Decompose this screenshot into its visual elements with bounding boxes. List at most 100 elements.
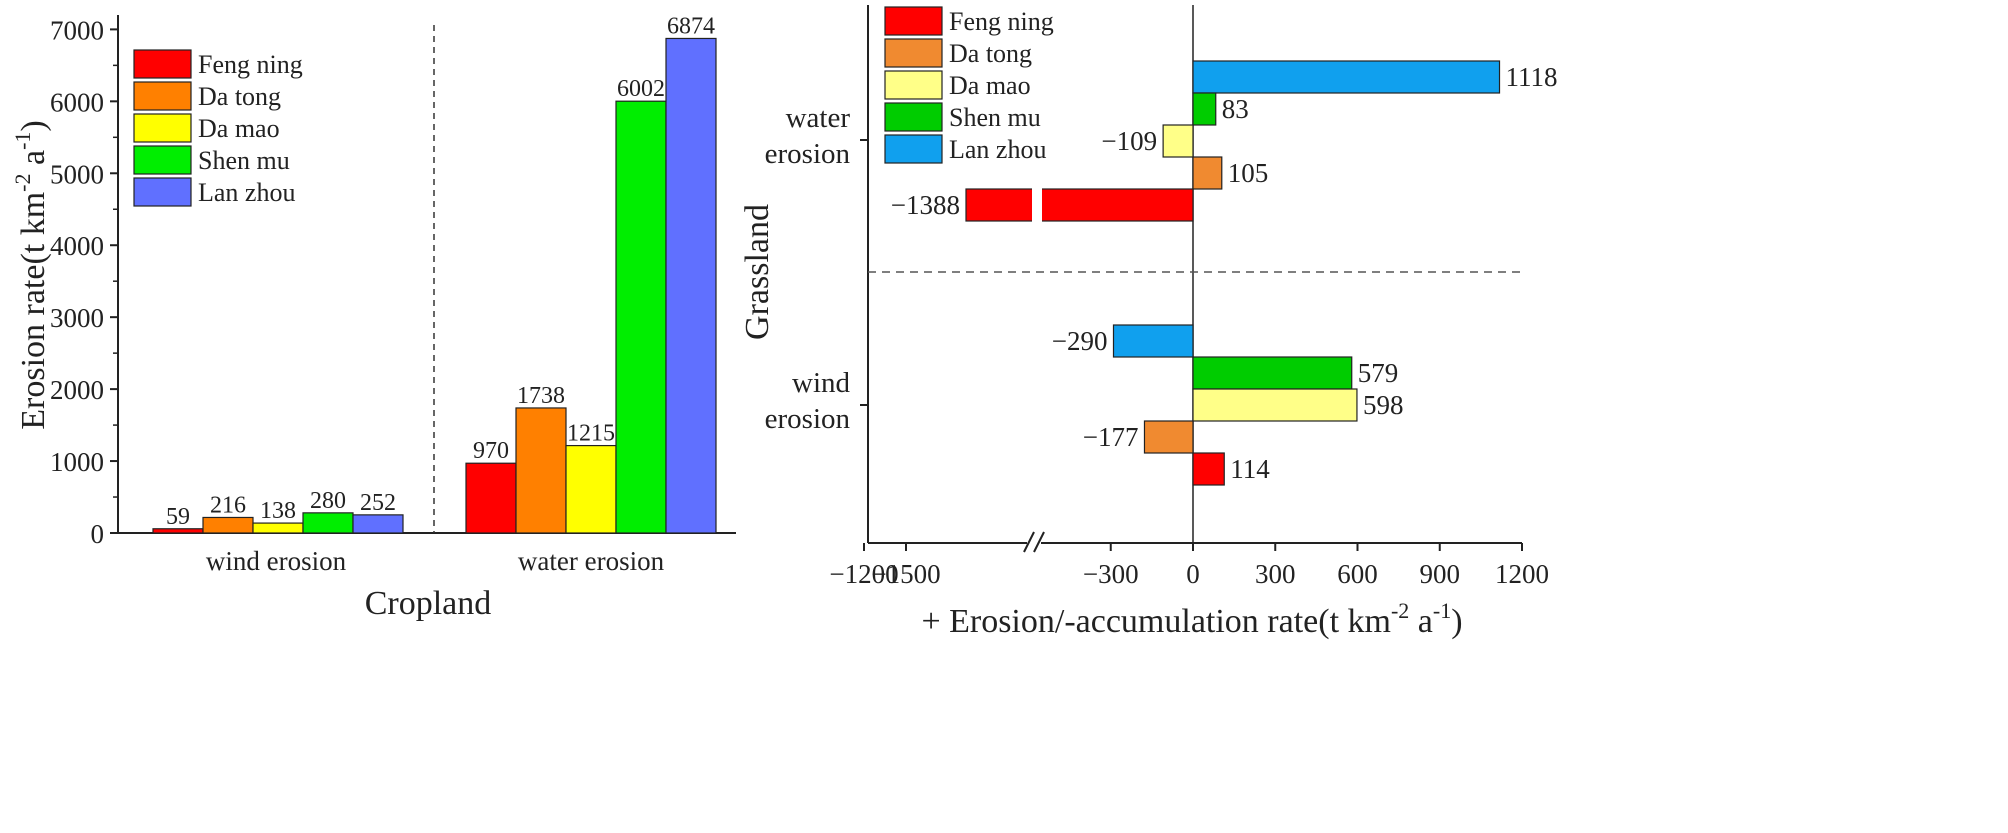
right-bar-label: 579 — [1358, 358, 1399, 388]
right-bars: 1118 −290 83 579 −109 598 105 −177 −1388 114 — [891, 60, 1558, 486]
right-y-axis-title: Grassland — [739, 204, 776, 340]
left-x-ticks: wind erosion water erosion — [206, 546, 665, 576]
right-category-label: water — [786, 102, 851, 134]
left-bar-label: 59 — [166, 504, 190, 530]
right-category-labels: water erosion wind erosion — [765, 102, 868, 435]
left-bar — [252, 522, 304, 534]
left-bar-label: 252 — [360, 490, 396, 516]
left-bar — [515, 407, 567, 534]
right-bar-label: 105 — [1228, 158, 1269, 188]
left-ylabel-mid: a — [15, 150, 52, 174]
right-bar — [1192, 388, 1358, 422]
right-legend-label: Da mao — [949, 71, 1031, 100]
cropland-chart: 0 1000 2000 3000 4000 5000 6000 7000 59 970 216 17… — [10, 13, 736, 622]
right-bar-break-gap — [1032, 188, 1042, 222]
left-y-tick-label: 0 — [91, 519, 105, 549]
right-legend-swatch — [884, 102, 943, 132]
axis-break-mark — [1023, 531, 1045, 553]
left-x-axis-title: Cropland — [365, 585, 492, 622]
left-bar — [565, 444, 617, 534]
left-y-tick-label: 1000 — [50, 447, 104, 477]
left-bar-label: 6874 — [667, 13, 715, 39]
right-xlabel-end: ) — [1451, 603, 1462, 640]
left-ylabel-sup2: -1 — [10, 132, 35, 150]
left-legend-swatch — [133, 113, 192, 143]
left-legend-label: Da mao — [198, 114, 280, 143]
right-category-label: wind — [792, 367, 851, 399]
left-bar — [352, 514, 404, 534]
right-xlabel-main: + Erosion/-accumulation rate(t km — [921, 603, 1391, 640]
left-legend-label: Lan zhou — [198, 178, 295, 207]
left-legend-swatch — [133, 177, 192, 207]
left-y-tick-label: 7000 — [50, 15, 104, 45]
right-bar-label: 114 — [1230, 454, 1270, 484]
left-legend-swatch — [133, 145, 192, 175]
left-y-ticks: 0 1000 2000 3000 4000 5000 6000 7000 — [50, 15, 118, 549]
right-legend-label: Shen mu — [949, 103, 1041, 132]
left-y-tick-label: 4000 — [50, 231, 104, 261]
right-legend-label: Da tong — [949, 39, 1032, 68]
left-ylabel-main: Erosion rate(t km — [15, 192, 52, 430]
left-bar-label: 6002 — [617, 76, 665, 102]
left-y-tick-label: 6000 — [50, 87, 104, 117]
left-y-tick-label: 3000 — [50, 303, 104, 333]
left-y-tick-label: 2000 — [50, 375, 104, 405]
grassland-chart: 1118 −290 83 579 −109 598 105 −177 −1388 114 −150… — [739, 5, 1558, 640]
right-legend-label: Feng ning — [949, 7, 1054, 36]
left-y-axis-title: Erosion rate(t km-2 a-1) — [10, 120, 52, 430]
right-category-label: erosion — [765, 403, 851, 435]
right-bar-label: −1388 — [891, 190, 960, 220]
left-ylabel-sup1: -2 — [10, 173, 35, 191]
left-bar-label: 1738 — [517, 383, 565, 409]
right-legend-swatch — [884, 38, 943, 68]
left-legend-label: Da tong — [198, 82, 281, 111]
left-y-tick-label: 5000 — [50, 159, 104, 189]
right-x-tick-label: 0 — [1186, 559, 1200, 589]
right-x-tick-label: 900 — [1420, 559, 1461, 589]
right-bar — [1192, 452, 1225, 486]
right-category-label: erosion — [765, 138, 851, 170]
right-xlabel-sup2: -1 — [1433, 598, 1451, 623]
left-bar-label: 138 — [260, 498, 296, 524]
right-legend-label: Lan zhou — [949, 135, 1046, 164]
left-category-label: water erosion — [518, 546, 665, 576]
right-legend-swatch — [884, 134, 943, 164]
right-xlabel-sup1: -2 — [1391, 598, 1409, 623]
left-bars: 59 970 216 1738 138 1215 280 6002 252 6874 — [152, 13, 717, 534]
right-bar — [1112, 324, 1194, 358]
left-legend-label: Feng ning — [198, 50, 303, 79]
right-bar — [1162, 124, 1194, 158]
right-bar — [965, 188, 1194, 222]
right-bar-label: −177 — [1083, 422, 1139, 452]
right-x-tick-label: −300 — [1083, 559, 1139, 589]
left-bar-label: 1215 — [567, 421, 615, 447]
left-legend-label: Shen mu — [198, 146, 290, 175]
left-legend: Feng ning Da tong Da mao Shen mu Lan zhou — [133, 49, 303, 207]
right-x-tick-label: 1200 — [1495, 559, 1549, 589]
left-ylabel-end: ) — [15, 120, 52, 131]
right-legend-swatch — [884, 70, 943, 100]
right-x-tick-label: −1500 — [871, 559, 940, 589]
right-x-tick-label: −1200 — [829, 559, 898, 589]
right-bar-label: 83 — [1222, 94, 1249, 124]
right-bar — [1192, 60, 1501, 94]
right-bar — [1192, 156, 1223, 190]
right-xlabel-mid: a — [1409, 603, 1433, 640]
left-bar — [302, 512, 354, 534]
right-bar — [1192, 356, 1353, 390]
right-x-tick-label: 600 — [1337, 559, 1378, 589]
right-legend: Feng ning Da tong Da mao Shen mu Lan zhou — [884, 6, 1054, 164]
right-x-tick-label: 300 — [1255, 559, 1296, 589]
right-x-axis-title: + Erosion/-accumulation rate(t km-2 a-1) — [921, 598, 1462, 640]
left-bar — [202, 516, 254, 534]
right-bar — [1143, 420, 1194, 454]
left-category-label: wind erosion — [206, 546, 347, 576]
right-bar-label: −290 — [1052, 326, 1108, 356]
left-bar-label: 216 — [210, 492, 246, 518]
right-bar — [1192, 92, 1217, 126]
left-legend-swatch — [133, 81, 192, 111]
left-legend-swatch — [133, 49, 192, 79]
left-bar — [615, 100, 667, 534]
left-bar — [465, 462, 517, 534]
right-bar-label: 1118 — [1506, 62, 1558, 92]
